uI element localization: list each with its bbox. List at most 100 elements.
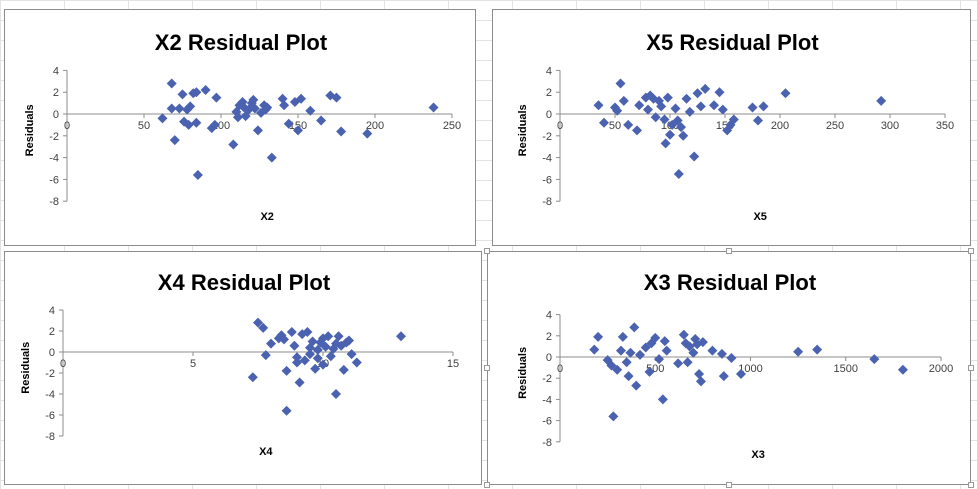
y-tick-label: 2 <box>546 87 552 99</box>
resize-handle-bottom-right[interactable] <box>968 482 974 488</box>
data-point <box>211 92 222 103</box>
data-point <box>657 394 668 405</box>
data-point <box>331 92 342 103</box>
data-point <box>297 329 308 340</box>
x-tick-label: 250 <box>826 120 844 132</box>
data-point <box>673 168 684 179</box>
y-tick-label: -8 <box>542 437 552 449</box>
x-tick-label: 2000 <box>929 363 953 375</box>
data-point <box>338 364 349 375</box>
data-point <box>692 339 703 350</box>
data-point <box>665 129 675 140</box>
data-point <box>177 89 188 100</box>
data-point <box>200 85 211 96</box>
data-point <box>876 95 887 106</box>
resize-handle-middle-right[interactable] <box>968 365 974 371</box>
data-point <box>299 355 310 366</box>
chart-panel-x4[interactable]: X4 Residual Plot420-2-4-6-8051015Residua… <box>4 251 482 485</box>
data-point <box>599 117 609 128</box>
chart-panel-x2[interactable]: X2 Residual Plot420-2-4-6-80501001502002… <box>4 9 476 246</box>
resize-handle-top-left[interactable] <box>484 248 490 254</box>
data-point <box>635 349 646 360</box>
y-tick-label: -2 <box>542 373 552 385</box>
data-point <box>645 90 656 101</box>
data-point <box>169 135 180 146</box>
data-point <box>726 353 737 364</box>
y-tick-label: -8 <box>49 196 59 208</box>
data-point <box>266 152 277 163</box>
data-point <box>247 372 258 383</box>
data-point <box>316 115 327 126</box>
resize-handle-bottom-left[interactable] <box>484 482 490 488</box>
y-tick-label: -2 <box>542 131 552 143</box>
data-point <box>692 88 703 99</box>
data-point <box>312 344 323 355</box>
data-point <box>735 368 746 379</box>
data-point <box>660 138 671 149</box>
y-tick-label: 0 <box>546 109 552 121</box>
data-point <box>659 336 670 347</box>
data-point <box>650 332 661 343</box>
data-point <box>209 119 220 130</box>
data-point <box>629 322 640 333</box>
data-point <box>681 93 692 104</box>
data-point <box>276 330 287 341</box>
data-point <box>302 327 313 338</box>
data-point <box>318 359 328 370</box>
y-tick-label: -2 <box>45 368 55 380</box>
chart-title: X3 Residual Plot <box>644 270 817 295</box>
data-point <box>593 331 604 342</box>
data-point <box>305 105 316 116</box>
x-tick-label: 1000 <box>738 363 762 375</box>
data-point <box>632 125 642 136</box>
y-axis-label: Residuals <box>517 347 529 399</box>
data-point <box>249 103 260 114</box>
y-axis-label: Residuals <box>517 104 529 156</box>
data-point <box>623 119 634 130</box>
x-tick-label: 0 <box>557 363 563 375</box>
chart-panel-x5[interactable]: X5 Residual Plot420-2-4-6-80501001502002… <box>492 9 971 246</box>
chart-panel-x3[interactable]: X3 Residual Plot 4 2 0 -2 -4 -6 -8 0 500 1000 1500 2… <box>487 251 971 485</box>
data-point <box>612 364 623 375</box>
data-point <box>747 102 758 113</box>
data-point <box>252 125 263 136</box>
data-point <box>714 87 725 98</box>
resize-handle-top-right[interactable] <box>968 248 974 254</box>
x-tick-label: 15 <box>447 358 459 370</box>
data-point <box>617 331 628 342</box>
y-tick-label: 0 <box>49 347 55 359</box>
y-tick-label: -6 <box>45 410 55 422</box>
chart-x2-svg: X2 Residual Plot420-2-4-6-80501001502002… <box>24 30 461 223</box>
x-tick-label: 250 <box>443 120 461 132</box>
data-point <box>728 114 739 125</box>
x-tick-label: 0 <box>64 120 70 132</box>
y-tick-label: -2 <box>49 131 59 143</box>
resize-handle-top-middle[interactable] <box>726 248 732 254</box>
data-point <box>673 358 684 369</box>
data-point <box>191 117 202 128</box>
data-point <box>608 411 619 422</box>
data-point <box>166 78 177 89</box>
x-tick-label: 200 <box>771 120 789 132</box>
y-tick-label: 0 <box>53 109 59 121</box>
data-point <box>897 364 908 375</box>
data-point <box>709 100 719 111</box>
data-point <box>292 352 302 363</box>
data-point <box>644 366 655 377</box>
data-point <box>312 353 323 364</box>
data-point <box>281 365 292 376</box>
y-axis-label: Residuals <box>24 104 36 156</box>
data-point <box>780 88 791 99</box>
y-tick-label: -4 <box>49 153 59 165</box>
y-tick-label: -4 <box>542 153 552 165</box>
data-point <box>305 349 315 360</box>
data-point <box>293 125 303 136</box>
data-point <box>678 130 689 141</box>
data-point <box>623 371 634 382</box>
data-point <box>717 104 728 115</box>
resize-handle-bottom-middle[interactable] <box>726 482 732 488</box>
data-point <box>625 347 636 358</box>
x-axis-label: X5 <box>753 211 766 223</box>
data-point <box>294 377 305 388</box>
resize-handle-middle-left[interactable] <box>484 365 490 371</box>
